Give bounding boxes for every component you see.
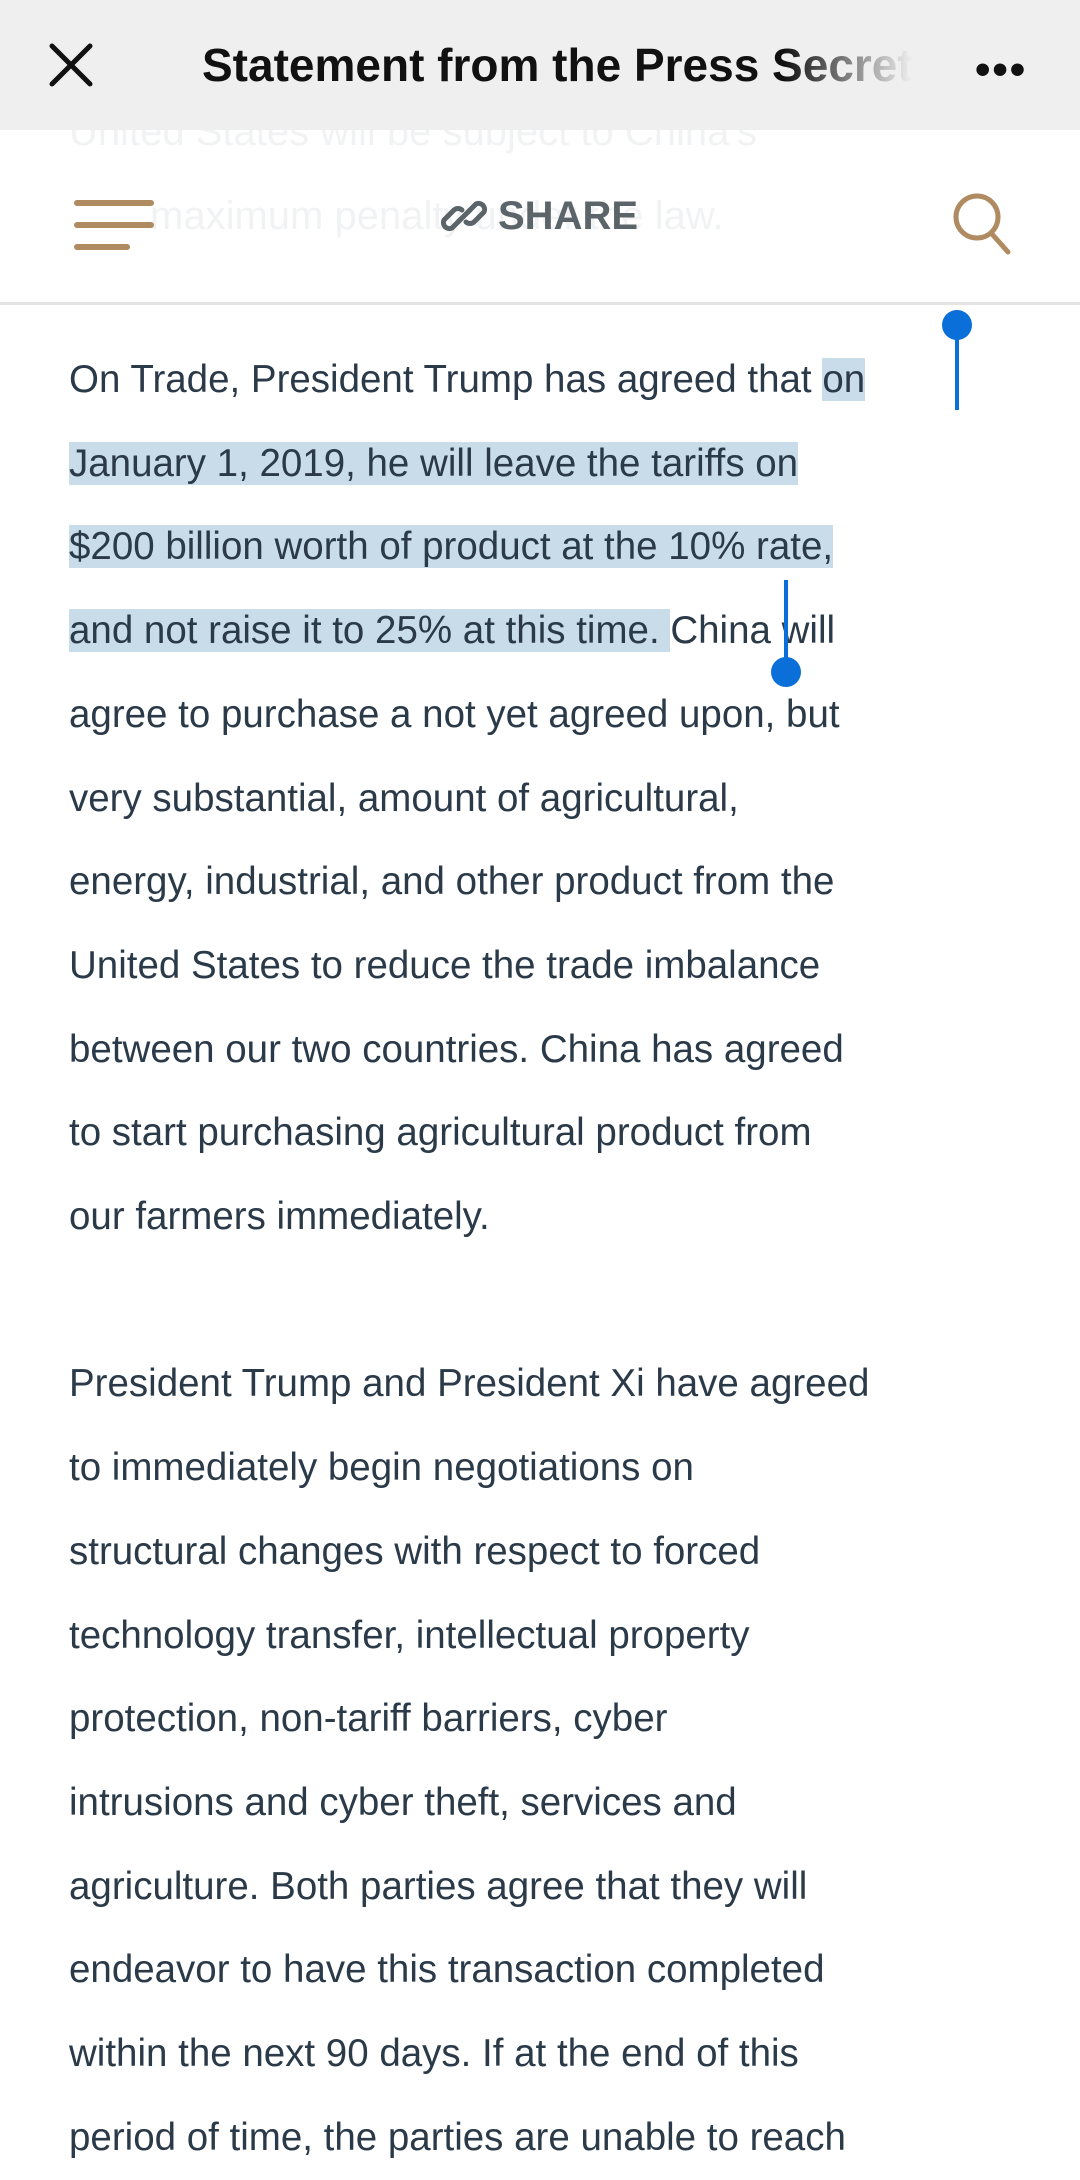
link-icon bbox=[440, 200, 488, 232]
text-segment: China will bbox=[670, 609, 836, 653]
selected-text: $200 billion worth of product at the 10%… bbox=[69, 525, 834, 569]
selection-end-handle-knob[interactable] bbox=[771, 657, 801, 687]
text-segment: United States to reduce the trade imbala… bbox=[69, 943, 821, 987]
text-line: On Trade, President Trump has agreed tha… bbox=[69, 338, 866, 422]
text-line: endeavor to have this transaction comple… bbox=[69, 1948, 825, 1992]
text-line: and not raise it to 25% at this time. Ch… bbox=[69, 589, 835, 673]
text-segment: agree to purchase a not yet agreed upon,… bbox=[69, 692, 840, 736]
text-line: agriculture. Both parties agree that the… bbox=[69, 1864, 808, 1908]
selected-text: and not raise it to 25% at this time. bbox=[69, 609, 671, 653]
text-line: President Trump and President Xi have ag… bbox=[69, 1362, 870, 1406]
text-segment: energy, industrial, and other product fr… bbox=[69, 860, 835, 904]
text-segment: On Trade, President Trump has agreed tha… bbox=[69, 358, 823, 401]
selection-start-handle-knob[interactable] bbox=[942, 310, 972, 340]
site-toolbar: United States will be subject to China's… bbox=[0, 110, 1080, 305]
text-line: between our two countries. China has agr… bbox=[69, 1008, 844, 1092]
top-navigation-bar: Statement from the Press Secretary ••• bbox=[0, 0, 1080, 130]
page-title: Statement from the Press Secretary bbox=[202, 39, 912, 91]
selection-end-handle[interactable] bbox=[784, 580, 788, 660]
text-line: within the next 90 days. If at the end o… bbox=[69, 2032, 799, 2075]
selected-text: January 1, 2019, he will leave the tarif… bbox=[69, 441, 799, 485]
text-line: $200 billion worth of product at the 10%… bbox=[69, 505, 834, 589]
text-line: January 1, 2019, he will leave the tarif… bbox=[69, 422, 799, 506]
search-icon[interactable] bbox=[950, 190, 1014, 258]
text-line: to immediately begin negotiations on bbox=[69, 1446, 694, 1490]
text-segment: to start purchasing agricultural product… bbox=[69, 1111, 812, 1155]
more-options-icon[interactable]: ••• bbox=[975, 45, 1028, 94]
selected-text: on bbox=[822, 358, 866, 401]
text-line: agree to purchase a not yet agreed upon,… bbox=[69, 673, 840, 757]
text-line: energy, industrial, and other product fr… bbox=[69, 840, 834, 924]
text-segment: very substantial, amount of agricultural… bbox=[69, 776, 739, 820]
text-line: period of time, the parties are unable t… bbox=[69, 2115, 846, 2159]
text-line: technology transfer, intellectual proper… bbox=[69, 1613, 750, 1657]
text-line: our farmers immediately. bbox=[69, 1175, 490, 1259]
close-icon[interactable] bbox=[46, 40, 96, 90]
share-button[interactable]: SHARE bbox=[440, 192, 638, 240]
text-line: United States to reduce the trade imbala… bbox=[69, 924, 820, 1008]
text-segment: between our two countries. China has agr… bbox=[69, 1027, 844, 1071]
selection-start-handle[interactable] bbox=[955, 330, 959, 410]
text-segment: our farmers immediately. bbox=[69, 1195, 490, 1238]
share-label: SHARE bbox=[498, 193, 639, 238]
text-line: intrusions and cyber theft, services and bbox=[69, 1780, 737, 1824]
scrolled-text-ghost: maximum penalty under the law. bbox=[150, 194, 724, 238]
text-line: to start purchasing agricultural product… bbox=[69, 1091, 812, 1175]
hamburger-menu-icon[interactable] bbox=[74, 200, 156, 254]
text-line: protection, non-tariff barriers, cyber bbox=[69, 1697, 668, 1741]
text-line: very substantial, amount of agricultural… bbox=[69, 757, 739, 841]
text-line: structural changes with respect to force… bbox=[69, 1529, 761, 1573]
